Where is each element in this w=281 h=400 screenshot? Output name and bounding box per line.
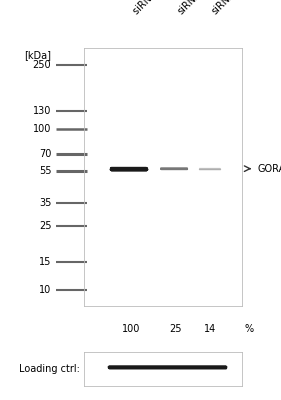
Text: 130: 130 — [33, 106, 51, 116]
Text: siRNA#1: siRNA#1 — [176, 0, 213, 17]
Text: 100: 100 — [122, 324, 141, 334]
Text: 55: 55 — [39, 166, 51, 176]
Text: 70: 70 — [39, 149, 51, 159]
Text: 25: 25 — [39, 221, 51, 231]
Text: siRNA ctrl: siRNA ctrl — [132, 0, 173, 17]
Text: 100: 100 — [33, 124, 51, 134]
Text: [kDa]: [kDa] — [24, 50, 51, 60]
Text: GORASP2: GORASP2 — [257, 164, 281, 174]
Text: 10: 10 — [39, 285, 51, 295]
Text: 15: 15 — [39, 257, 51, 267]
Text: %: % — [245, 324, 254, 334]
Text: 14: 14 — [204, 324, 216, 334]
Text: siRNA#2: siRNA#2 — [210, 0, 248, 17]
Text: 35: 35 — [39, 198, 51, 208]
Text: Loading ctrl:: Loading ctrl: — [19, 364, 80, 374]
Text: 250: 250 — [33, 60, 51, 70]
Text: 25: 25 — [169, 324, 182, 334]
